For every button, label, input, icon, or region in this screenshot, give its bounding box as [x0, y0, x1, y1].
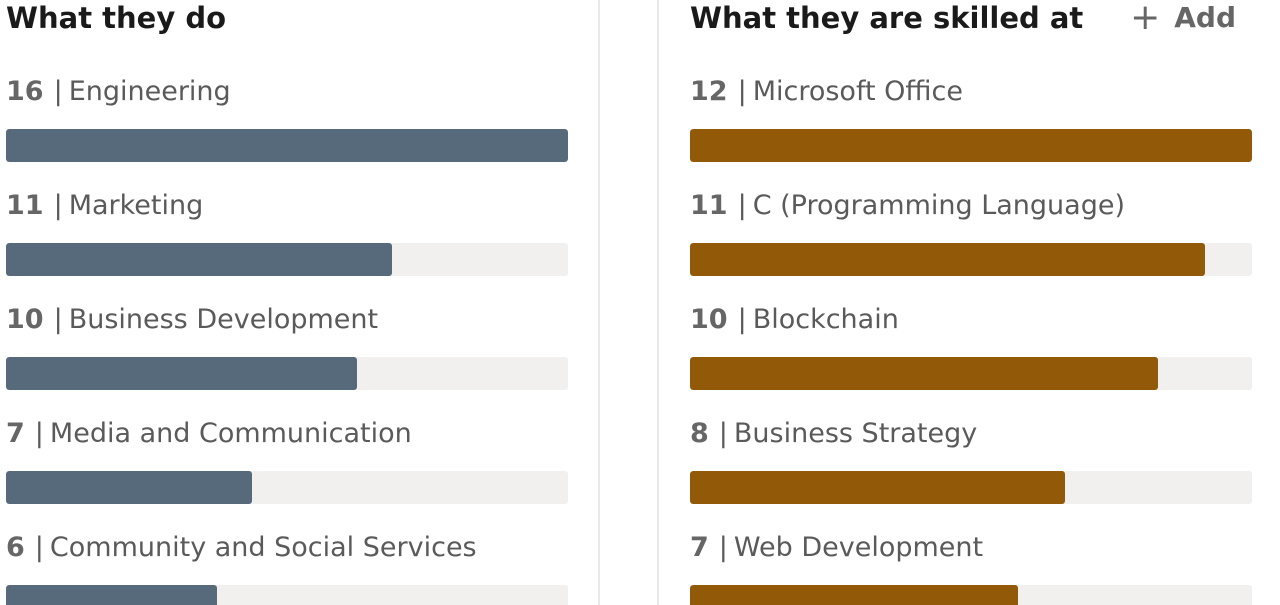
skill-row[interactable]: 12 | Microsoft Office	[690, 72, 1252, 172]
function-label: 10 | Business Development	[6, 300, 378, 340]
function-row[interactable]: 16 | Engineering	[6, 72, 568, 172]
what-they-do-title: What they do	[6, 1, 227, 35]
skill-row[interactable]: 10 | Blockchain	[690, 300, 1252, 400]
panel-divider	[657, 0, 659, 605]
function-name: Engineering	[68, 76, 231, 107]
function-bar-fill	[6, 471, 252, 504]
skill-count: 12	[690, 76, 728, 107]
skill-row[interactable]: 8 | Business Strategy	[690, 414, 1252, 514]
skill-bar-fill	[690, 357, 1159, 390]
skill-bar-fill	[690, 471, 1065, 504]
function-row[interactable]: 7 | Media and Communication	[6, 414, 568, 514]
separator: |	[737, 304, 747, 335]
separator: |	[718, 532, 728, 563]
separator: |	[53, 190, 63, 221]
separator: |	[737, 76, 747, 107]
skill-count: 11	[690, 190, 728, 221]
skill-name: Business Strategy	[733, 418, 978, 449]
function-label: 6 | Community and Social Services	[6, 528, 477, 568]
skill-bar-track	[690, 357, 1252, 390]
skill-bar-track	[690, 471, 1252, 504]
skill-row[interactable]: 7 | Web Development	[690, 528, 1252, 605]
function-count: 11	[6, 190, 44, 221]
skill-label: 10 | Blockchain	[690, 300, 899, 340]
add-skill-button[interactable]: + Add	[1130, 0, 1236, 40]
separator: |	[737, 190, 747, 221]
function-row[interactable]: 11 | Marketing	[6, 186, 568, 286]
what-they-do-panel: What they do 16 | Engineering 11 | Marketing 1…	[6, 0, 568, 605]
separator: |	[34, 532, 44, 563]
skill-label: 12 | Microsoft Office	[690, 72, 963, 112]
function-bar-fill	[6, 243, 393, 276]
skill-label: 7 | Web Development	[690, 528, 983, 568]
skill-bar-track	[690, 585, 1252, 605]
function-name: Community and Social Services	[49, 532, 477, 563]
skill-count: 7	[690, 532, 709, 563]
function-bar-track	[6, 471, 568, 504]
function-bar-fill	[6, 357, 358, 390]
function-bar-track	[6, 243, 568, 276]
skills-title: What they are skilled at	[690, 1, 1084, 35]
function-bar-fill	[6, 585, 217, 605]
function-row[interactable]: 10 | Business Development	[6, 300, 568, 400]
separator: |	[718, 418, 728, 449]
skill-name: C (Programming Language)	[752, 190, 1125, 221]
what-they-are-skilled-at-panel: What they are skilled at + Add 12 | Microso…	[690, 0, 1252, 605]
plus-icon: +	[1130, 0, 1161, 38]
skill-count: 8	[690, 418, 709, 449]
skill-bar-fill	[690, 129, 1252, 162]
skill-name: Microsoft Office	[752, 76, 963, 107]
skill-bar-track	[690, 129, 1252, 162]
skill-bar-track	[690, 243, 1252, 276]
function-count: 16	[6, 76, 44, 107]
panel-divider	[598, 0, 600, 605]
separator: |	[53, 76, 63, 107]
function-bar-fill	[6, 129, 568, 162]
skill-row[interactable]: 11 | C (Programming Language)	[690, 186, 1252, 286]
function-name: Business Development	[68, 304, 379, 335]
function-row[interactable]: 6 | Community and Social Services	[6, 528, 568, 605]
separator: |	[34, 418, 44, 449]
skill-bar-fill	[690, 585, 1018, 605]
skill-name: Blockchain	[752, 304, 899, 335]
skill-label: 11 | C (Programming Language)	[690, 186, 1125, 226]
function-label: 11 | Marketing	[6, 186, 203, 226]
add-button-label: Add	[1174, 1, 1236, 34]
separator: |	[53, 304, 63, 335]
function-count: 10	[6, 304, 44, 335]
function-bar-track	[6, 357, 568, 390]
function-label: 7 | Media and Communication	[6, 414, 412, 454]
function-bar-track	[6, 129, 568, 162]
skill-label: 8 | Business Strategy	[690, 414, 977, 454]
skill-count: 10	[690, 304, 728, 335]
function-name: Media and Communication	[49, 418, 412, 449]
function-bar-track	[6, 585, 568, 605]
function-label: 16 | Engineering	[6, 72, 231, 112]
skill-name: Web Development	[733, 532, 984, 563]
function-count: 7	[6, 418, 25, 449]
function-count: 6	[6, 532, 25, 563]
skill-bar-fill	[690, 243, 1206, 276]
function-name: Marketing	[68, 190, 204, 221]
